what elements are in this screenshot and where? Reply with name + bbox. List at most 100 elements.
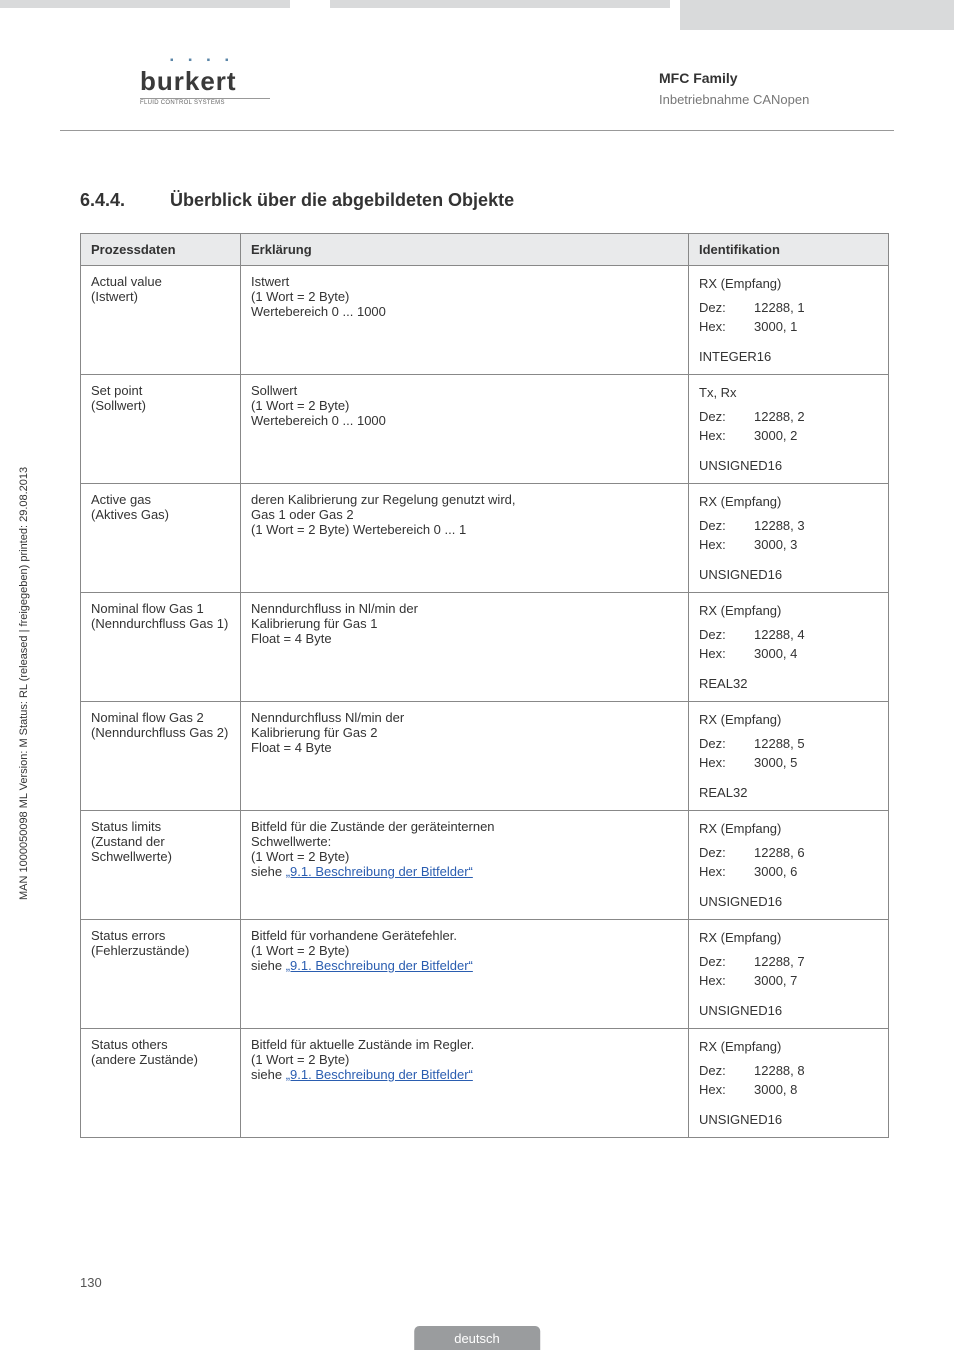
prozessdaten-sub: (Sollwert) <box>91 398 230 413</box>
id-datatype: UNSIGNED16 <box>699 456 878 476</box>
cell-identifikation: Tx, RxDez:12288, 2Hex:3000, 2UNSIGNED16 <box>689 375 889 484</box>
id-dez-value: 12288, 4 <box>754 625 805 645</box>
cell-prozessdaten: Set point(Sollwert) <box>81 375 241 484</box>
bitfelder-link[interactable]: „9.1. Beschreibung der Bitfelder“ <box>286 1067 473 1082</box>
id-hex-label: Hex: <box>699 1080 754 1100</box>
id-direction: RX (Empfang) <box>699 274 878 294</box>
erklaerung-link-line: siehe „9.1. Beschreibung der Bitfelder“ <box>251 864 678 879</box>
prozessdaten-sub: (Aktives Gas) <box>91 507 230 522</box>
cell-erklaerung: Bitfeld für aktuelle Zustände im Regler.… <box>241 1029 689 1138</box>
prozessdaten-sub: (Nenndurchfluss Gas 1) <box>91 616 230 631</box>
spacer <box>699 337 878 347</box>
prozessdaten-name: Set point <box>91 383 230 398</box>
id-dez-value: 12288, 6 <box>754 843 805 863</box>
section-heading: 6.4.4.Überblick über die abgebildeten Ob… <box>80 190 889 211</box>
erklaerung-line: (1 Wort = 2 Byte) <box>251 943 678 958</box>
id-dez-row: Dez:12288, 1 <box>699 298 878 318</box>
id-hex-value: 3000, 5 <box>754 753 797 773</box>
cell-identifikation: RX (Empfang)Dez:12288, 3Hex:3000, 3UNSIG… <box>689 484 889 593</box>
cell-prozessdaten: Status errors(Fehlerzustände) <box>81 920 241 1029</box>
cell-erklaerung: Bitfeld für vorhandene Gerätefehler.(1 W… <box>241 920 689 1029</box>
page-number: 130 <box>80 1275 102 1290</box>
cell-prozessdaten: Nominal flow Gas 2(Nenndurchfluss Gas 2) <box>81 702 241 811</box>
table-header-row: Prozessdaten Erklärung Identifikation <box>81 234 889 266</box>
cell-identifikation: RX (Empfang)Dez:12288, 8Hex:3000, 8UNSIG… <box>689 1029 889 1138</box>
id-dez-value: 12288, 2 <box>754 407 805 427</box>
prozessdaten-name: Status limits <box>91 819 230 834</box>
prozessdaten-name: Nominal flow Gas 1 <box>91 601 230 616</box>
table-row: Set point(Sollwert)Sollwert(1 Wort = 2 B… <box>81 375 889 484</box>
erklaerung-line: (1 Wort = 2 Byte) <box>251 849 678 864</box>
erklaerung-line: Schwellwerte: <box>251 834 678 849</box>
link-prefix: siehe <box>251 958 286 973</box>
header-rule <box>60 130 894 131</box>
bitfelder-link[interactable]: „9.1. Beschreibung der Bitfelder“ <box>286 958 473 973</box>
cell-identifikation: RX (Empfang) Dez:12288, 6Hex:3000, 6 UNSIG… <box>689 811 889 920</box>
spacer <box>699 446 878 456</box>
cell-identifikation: RX (Empfang) Dez:12288, 1Hex:3000, 1 INTEG… <box>689 266 889 375</box>
id-datatype: UNSIGNED16 <box>699 892 878 912</box>
spacer <box>699 882 878 892</box>
id-direction: Tx, Rx <box>699 383 878 403</box>
id-dez-value: 12288, 8 <box>754 1061 805 1081</box>
id-dez-row: Dez:12288, 2 <box>699 407 878 427</box>
cell-erklaerung: Nenndurchfluss Nl/min derKalibrierung fü… <box>241 702 689 811</box>
id-dez-label: Dez: <box>699 952 754 972</box>
id-direction: RX (Empfang) <box>699 819 878 839</box>
erklaerung-line: Nenndurchfluss in Nl/min der <box>251 601 678 616</box>
id-datatype: UNSIGNED16 <box>699 1001 878 1021</box>
erklaerung-line: (1 Wort = 2 Byte) <box>251 289 678 304</box>
id-hex-row: Hex:3000, 1 <box>699 317 878 337</box>
prozessdaten-name: Actual value <box>91 274 230 289</box>
id-datatype: REAL32 <box>699 783 878 803</box>
id-hex-row: Hex:3000, 7 <box>699 971 878 991</box>
erklaerung-line: (1 Wort = 2 Byte) <box>251 1052 678 1067</box>
erklaerung-line: Gas 1 oder Gas 2 <box>251 507 678 522</box>
prozessdaten-sub: (andere Zustände) <box>91 1052 230 1067</box>
erklaerung-link-line: siehe „9.1. Beschreibung der Bitfelder“ <box>251 958 678 973</box>
spacer <box>699 991 878 1001</box>
erklaerung-line: Bitfeld für aktuelle Zustände im Regler. <box>251 1037 678 1052</box>
table-row: Nominal flow Gas 2(Nenndurchfluss Gas 2)… <box>81 702 889 811</box>
prozessdaten-sub: (Nenndurchfluss Gas 2) <box>91 725 230 740</box>
prozessdaten-name: Nominal flow Gas 2 <box>91 710 230 725</box>
id-hex-label: Hex: <box>699 644 754 664</box>
spacer <box>699 773 878 783</box>
cell-identifikation: RX (Empfang)Dez:12288, 7Hex:3000, 7UNSIG… <box>689 920 889 1029</box>
id-datatype: INTEGER16 <box>699 347 878 367</box>
table-row: Status others(andere Zustände)Bitfeld fü… <box>81 1029 889 1138</box>
id-dez-value: 12288, 1 <box>754 298 805 318</box>
id-hex-value: 3000, 8 <box>754 1080 797 1100</box>
id-hex-label: Hex: <box>699 426 754 446</box>
id-dez-label: Dez: <box>699 734 754 754</box>
id-dez-row: Dez:12288, 8 <box>699 1061 878 1081</box>
id-dez-row: Dez:12288, 4 <box>699 625 878 645</box>
header-right: MFC Family Inbetriebnahme CANopen <box>659 70 889 107</box>
table-row: Actual value(Istwert)Istwert(1 Wort = 2 … <box>81 266 889 375</box>
cell-erklaerung: Bitfeld für die Zustände der geräteinter… <box>241 811 689 920</box>
erklaerung-line: Sollwert <box>251 383 678 398</box>
objects-table: Prozessdaten Erklärung Identifikation Ac… <box>80 233 889 1138</box>
link-prefix: siehe <box>251 1067 286 1082</box>
id-dez-label: Dez: <box>699 843 754 863</box>
erklaerung-line: Kalibrierung für Gas 2 <box>251 725 678 740</box>
erklaerung-line: Float = 4 Byte <box>251 740 678 755</box>
logo-line <box>140 98 270 99</box>
bitfelder-link[interactable]: „9.1. Beschreibung der Bitfelder“ <box>286 864 473 879</box>
id-dez-value: 12288, 5 <box>754 734 805 754</box>
cell-prozessdaten: Actual value(Istwert) <box>81 266 241 375</box>
prozessdaten-sub: (Zustand der Schwellwerte) <box>91 834 230 864</box>
erklaerung-line: Float = 4 Byte <box>251 631 678 646</box>
id-dez-row: Dez:12288, 6 <box>699 843 878 863</box>
erklaerung-line: Wertebereich 0 ... 1000 <box>251 413 678 428</box>
id-dez-label: Dez: <box>699 298 754 318</box>
erklaerung-line: Kalibrierung für Gas 1 <box>251 616 678 631</box>
id-dez-label: Dez: <box>699 625 754 645</box>
spacer <box>699 555 878 565</box>
id-datatype: REAL32 <box>699 674 878 694</box>
id-hex-row: Hex:3000, 6 <box>699 862 878 882</box>
cell-prozessdaten: Nominal flow Gas 1(Nenndurchfluss Gas 1) <box>81 593 241 702</box>
id-hex-value: 3000, 4 <box>754 644 797 664</box>
col-header-erklaerung: Erklärung <box>241 234 689 266</box>
id-direction: RX (Empfang) <box>699 928 878 948</box>
